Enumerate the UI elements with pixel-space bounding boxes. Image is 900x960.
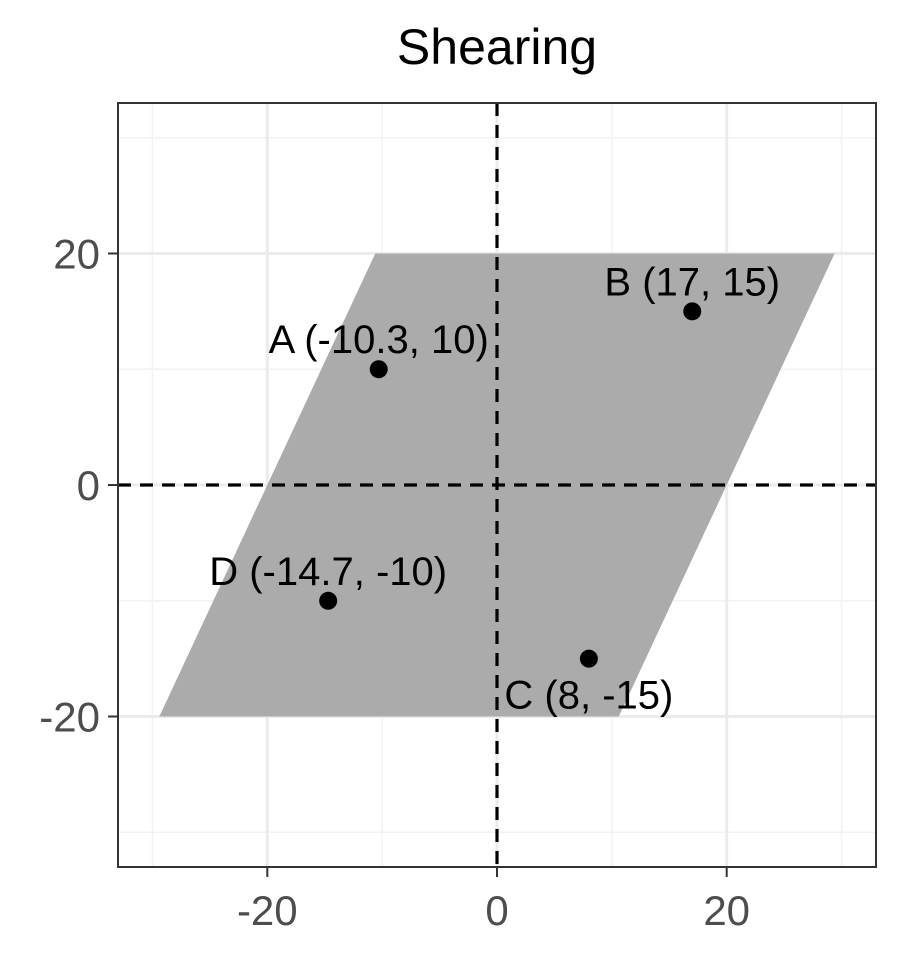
data-point (369, 360, 388, 379)
point-labels: A (-10.3, 10) B (17, 15) C (8, -15) D (-14.… (209, 260, 780, 717)
data-point (683, 302, 702, 321)
data-points (319, 302, 702, 668)
point-label: A (-10.3, 10) (269, 318, 489, 362)
point-label: C (8, -15) (504, 674, 673, 718)
data-point (579, 649, 598, 668)
x-tick-label: 0 (485, 887, 508, 934)
point-label: B (17, 15) (604, 260, 780, 304)
reference-lines (118, 103, 876, 867)
point-label: D (-14.7, -10) (209, 550, 447, 594)
chart-title: Shearing (397, 19, 597, 75)
axes: -20 0 20 -20 0 20 (39, 230, 750, 934)
y-tick-label: -20 (39, 694, 100, 741)
y-tick-label: 20 (53, 230, 100, 277)
x-tick-label: 20 (703, 887, 750, 934)
data-point (319, 591, 338, 610)
x-tick-label: -20 (237, 887, 298, 934)
y-tick-label: 0 (77, 462, 100, 509)
